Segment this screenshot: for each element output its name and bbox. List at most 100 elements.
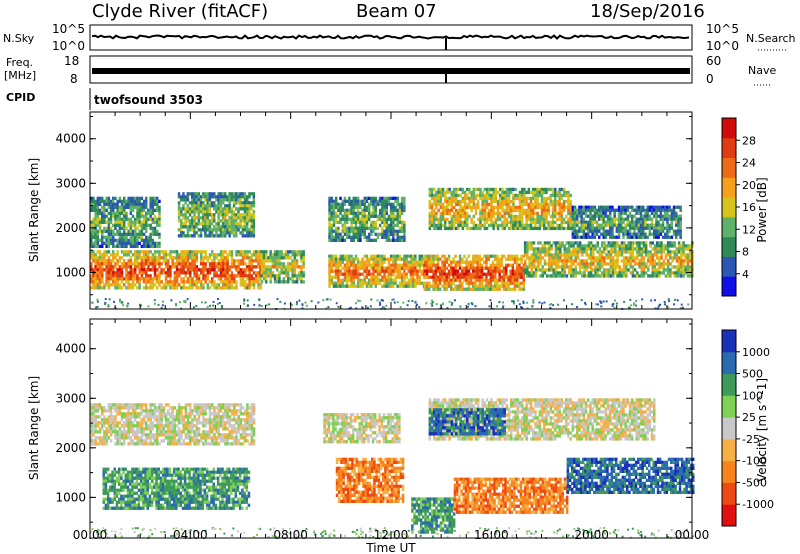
range-cell xyxy=(640,271,643,275)
range-cell xyxy=(494,266,497,270)
range-cell xyxy=(252,201,256,205)
range-cell xyxy=(483,193,487,198)
range-cell xyxy=(526,268,529,272)
range-cell xyxy=(184,234,187,238)
range-cell xyxy=(394,232,397,236)
range-cell xyxy=(556,211,559,216)
range-cell xyxy=(394,214,397,218)
range-cell xyxy=(585,262,588,266)
range-cell xyxy=(591,214,594,218)
range-cell xyxy=(129,232,133,236)
range-cell xyxy=(529,220,533,225)
nave-tick-bottom: 0 xyxy=(706,72,714,86)
range-cell xyxy=(459,217,462,222)
range-cell xyxy=(250,274,254,278)
range-cell xyxy=(398,214,402,218)
range-cell xyxy=(624,217,627,221)
range-cell xyxy=(250,222,253,226)
range-cell xyxy=(487,272,490,276)
range-cell xyxy=(611,205,614,209)
range-cell xyxy=(461,199,465,204)
range-cell xyxy=(112,208,115,212)
range-cell xyxy=(511,281,515,285)
range-cell xyxy=(548,268,551,272)
range-cell xyxy=(483,284,486,288)
range-cell xyxy=(668,208,671,212)
range-cell xyxy=(363,196,366,200)
range-cell xyxy=(302,250,305,254)
range-cell xyxy=(142,286,146,290)
range-cell xyxy=(411,263,415,267)
range-cell xyxy=(396,238,399,242)
range-cell xyxy=(334,232,338,236)
range-cell xyxy=(516,226,520,231)
range-cell xyxy=(118,283,122,287)
range-cell xyxy=(602,208,605,212)
range-cell xyxy=(348,208,351,212)
range-cell xyxy=(459,187,462,192)
range-cell xyxy=(635,211,638,215)
range-cell xyxy=(92,229,95,233)
range-cell xyxy=(343,199,347,203)
range-cell xyxy=(204,210,207,214)
range-cell xyxy=(184,253,188,257)
range-cell xyxy=(142,280,146,284)
range-cell xyxy=(435,196,438,201)
range-cell xyxy=(537,253,540,257)
range-cell xyxy=(138,265,141,269)
range-cell xyxy=(125,199,128,203)
range-cell xyxy=(602,217,605,221)
range-cell xyxy=(650,223,654,227)
range-cell xyxy=(378,254,382,258)
range-cell xyxy=(226,228,229,232)
range-cell xyxy=(156,241,159,245)
range-cell xyxy=(92,202,95,206)
range-cell xyxy=(483,187,487,192)
range-cell xyxy=(217,274,221,278)
range-cell xyxy=(425,275,429,279)
range-cell xyxy=(437,193,440,198)
range-cell xyxy=(576,241,580,245)
range-cell xyxy=(153,226,157,230)
range-cell xyxy=(669,256,672,260)
range-cell xyxy=(381,260,384,264)
range-cell xyxy=(280,250,283,254)
range-cell xyxy=(337,202,340,206)
range-cell xyxy=(496,260,499,264)
range-cell xyxy=(450,284,453,288)
range-cell xyxy=(561,244,564,248)
range-cell xyxy=(604,229,608,233)
range-cell xyxy=(441,214,445,219)
range-cell xyxy=(430,260,433,264)
range-cell xyxy=(372,281,375,285)
range-cell xyxy=(637,208,641,212)
range-cell xyxy=(470,217,473,222)
range-cell xyxy=(147,223,150,227)
range-cell xyxy=(439,257,442,261)
range-cell xyxy=(474,202,478,207)
range-cell xyxy=(195,216,198,220)
range-cell xyxy=(224,256,227,260)
range-cell xyxy=(282,268,286,272)
range-cell xyxy=(648,223,652,227)
range-cell xyxy=(204,280,207,284)
range-cell xyxy=(352,263,355,267)
range-cell xyxy=(343,229,347,233)
range-cell xyxy=(448,223,451,228)
range-cell xyxy=(644,241,648,245)
range-cell xyxy=(655,250,659,254)
range-cell xyxy=(211,277,214,281)
range-cell xyxy=(530,253,533,257)
range-cell xyxy=(341,199,344,203)
range-cell xyxy=(129,196,133,200)
range-cell xyxy=(587,241,591,245)
range-cell xyxy=(476,269,479,273)
range-cell xyxy=(224,286,227,290)
range-cell xyxy=(561,274,564,278)
range-cell xyxy=(171,259,174,263)
range-cell xyxy=(435,205,438,210)
range-cell xyxy=(675,268,679,272)
range-cell xyxy=(90,223,93,227)
range-cell xyxy=(496,205,500,210)
range-cell xyxy=(576,232,579,236)
